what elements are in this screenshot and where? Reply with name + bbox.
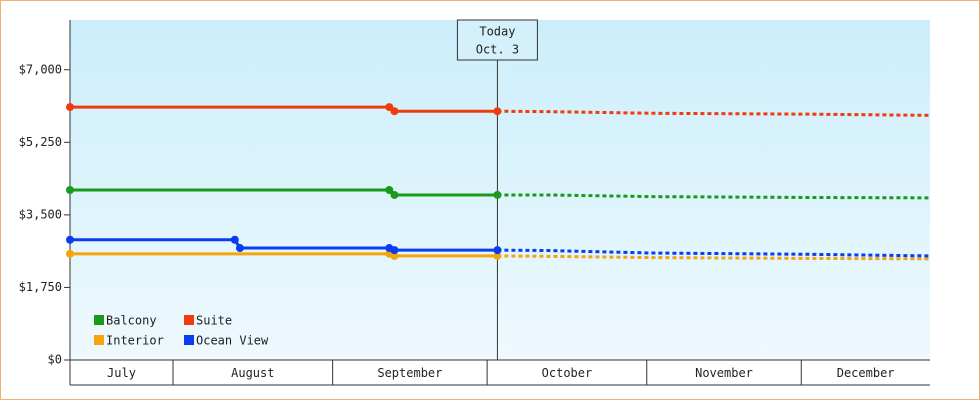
y-tick-label: $0 — [48, 353, 62, 367]
legend-label: Balcony — [106, 314, 157, 328]
x-tick-label: October — [542, 366, 593, 380]
point — [390, 246, 399, 255]
point — [390, 190, 399, 199]
series-line — [70, 238, 498, 252]
legend-swatch — [94, 315, 104, 325]
today-date: Oct. 3 — [476, 43, 519, 57]
point — [385, 186, 394, 194]
point — [493, 107, 502, 116]
y-tick-label: $5,250 — [19, 135, 62, 149]
point — [390, 251, 399, 260]
forecast-line — [497, 254, 931, 261]
point — [235, 244, 244, 253]
today-label: Today — [479, 25, 515, 39]
point — [230, 235, 239, 244]
point — [390, 107, 399, 116]
y-tick-label: $1,750 — [19, 280, 62, 294]
legend-swatch — [184, 335, 194, 345]
x-tick-label: July — [107, 366, 136, 380]
legend-label: Interior — [106, 334, 164, 348]
legend-label: Suite — [196, 314, 232, 328]
legend-swatch — [94, 335, 104, 345]
legend-label: Ocean View — [196, 334, 269, 348]
point — [66, 103, 74, 112]
x-tick-label: August — [231, 366, 274, 380]
x-tick-label: September — [377, 366, 442, 380]
point — [66, 186, 74, 194]
today-box — [456, 19, 538, 61]
point — [493, 246, 502, 255]
point — [493, 251, 502, 260]
point — [493, 190, 502, 199]
forecast-line — [497, 248, 931, 258]
y-tick-label: $7,000 — [19, 62, 62, 76]
point — [66, 249, 74, 258]
legend-swatch — [184, 315, 194, 325]
forecast-line — [497, 109, 931, 117]
x-tick-label: December — [837, 366, 895, 380]
point — [66, 235, 74, 244]
x-tick-label: November — [695, 366, 753, 380]
y-tick-label: $3,500 — [19, 207, 62, 221]
forecast-line — [497, 193, 931, 200]
